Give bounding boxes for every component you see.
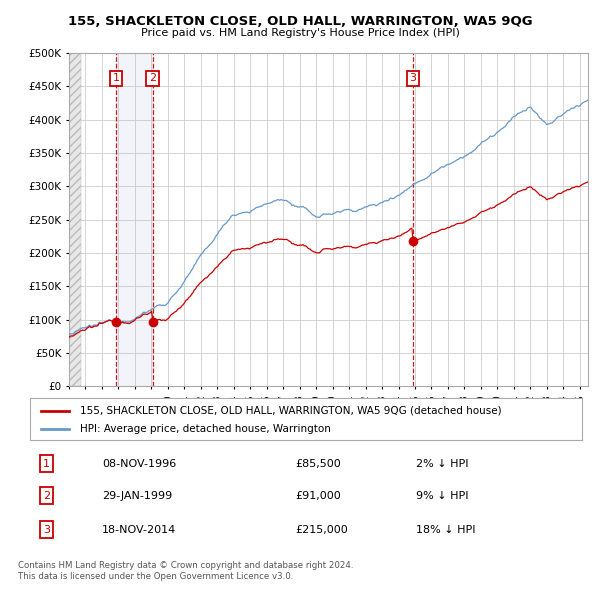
Text: HPI: Average price, detached house, Warrington: HPI: Average price, detached house, Warr… [80,424,331,434]
Text: 08-NOV-1996: 08-NOV-1996 [102,459,176,468]
Text: 155, SHACKLETON CLOSE, OLD HALL, WARRINGTON, WA5 9QG (detached house): 155, SHACKLETON CLOSE, OLD HALL, WARRING… [80,406,502,415]
Text: Contains HM Land Registry data © Crown copyright and database right 2024.: Contains HM Land Registry data © Crown c… [18,560,353,569]
Text: 2: 2 [43,491,50,500]
Text: This data is licensed under the Open Government Licence v3.0.: This data is licensed under the Open Gov… [18,572,293,581]
Text: £215,000: £215,000 [295,525,348,535]
Text: 18% ↓ HPI: 18% ↓ HPI [416,525,476,535]
Text: 3: 3 [43,525,50,535]
Text: Price paid vs. HM Land Registry's House Price Index (HPI): Price paid vs. HM Land Registry's House … [140,28,460,38]
Text: 2% ↓ HPI: 2% ↓ HPI [416,459,469,468]
Text: £85,500: £85,500 [295,459,341,468]
Text: 18-NOV-2014: 18-NOV-2014 [102,525,176,535]
Text: 1: 1 [43,459,50,468]
Text: 9% ↓ HPI: 9% ↓ HPI [416,491,469,500]
Text: £91,000: £91,000 [295,491,341,500]
Text: 29-JAN-1999: 29-JAN-1999 [102,491,172,500]
Bar [69,53,80,386]
Bar [116,53,152,386]
Text: 155, SHACKLETON CLOSE, OLD HALL, WARRINGTON, WA5 9QG: 155, SHACKLETON CLOSE, OLD HALL, WARRING… [68,15,532,28]
Text: 1: 1 [113,73,119,83]
Text: 3: 3 [410,73,416,83]
Text: 2: 2 [149,73,156,83]
